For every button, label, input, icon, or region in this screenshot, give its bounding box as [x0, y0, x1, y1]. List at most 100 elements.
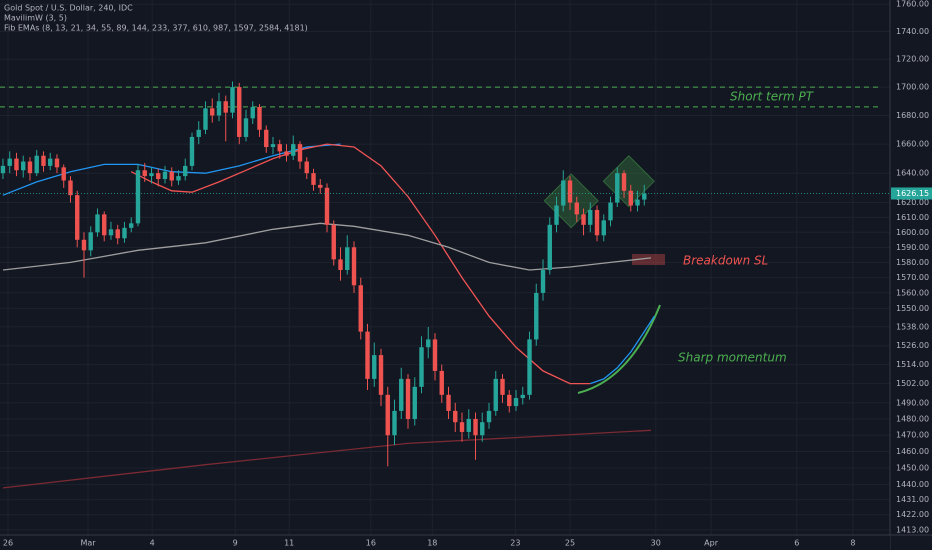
x-tick-label: 25 [565, 539, 575, 548]
candle-body [68, 180, 73, 196]
y-tick-label: 1460.00 [896, 447, 929, 456]
candle-body [54, 158, 60, 168]
candle-body [351, 247, 357, 286]
last-price-box [891, 187, 932, 200]
x-tick-label: 26 [3, 539, 13, 548]
candle-body [500, 378, 505, 395]
sl-zone [632, 254, 665, 265]
y-tick-label: 1580.00 [896, 258, 929, 267]
candle-body [0, 165, 6, 174]
candle-body [486, 410, 492, 423]
candle-body [466, 418, 471, 432]
candle-body [338, 259, 343, 271]
indicator-line [590, 315, 655, 385]
candle-body [473, 418, 478, 436]
candle-body [75, 195, 80, 240]
candle-body [7, 158, 12, 166]
candle-body [534, 292, 539, 340]
candle-body [169, 171, 174, 181]
y-tick-label: 1490.00 [896, 398, 929, 407]
indicator-line [2, 429, 652, 489]
candle-body [223, 101, 228, 113]
candle-body [156, 173, 161, 180]
x-tick-label: 23 [510, 539, 520, 548]
candle-body [203, 108, 208, 130]
candle-body [540, 270, 546, 293]
y-tick-label: 1526.00 [896, 341, 929, 350]
x-tick-label: 18 [427, 539, 437, 548]
chart-title: Gold Spot / U.S. Dollar, 240, IDC [4, 4, 133, 13]
candle-body [189, 136, 195, 166]
candle-body [507, 394, 512, 407]
y-tick-label: 1660.00 [896, 140, 929, 149]
annotation: Breakdown SL [683, 254, 768, 268]
indicator-label: MavilimW (3, 5) [4, 14, 67, 23]
indicator-line [130, 143, 591, 385]
candle-body [243, 118, 249, 137]
candle-body [122, 227, 127, 239]
candle-body [196, 129, 201, 137]
candle-body [142, 170, 147, 177]
candle-body [419, 347, 424, 387]
x-tick-label: 8 [850, 539, 855, 548]
candle-body [547, 224, 552, 271]
y-tick-label: 1514.00 [896, 360, 929, 369]
candle-body [284, 151, 289, 156]
candle-body [277, 144, 282, 152]
candle-body [331, 224, 336, 260]
y-tick-label: 1502.00 [896, 379, 929, 388]
candle-body [291, 144, 296, 156]
candle-body [210, 108, 215, 116]
candle-body [61, 167, 66, 181]
candle-body [446, 394, 451, 411]
candle-body [270, 144, 276, 148]
candle-body [520, 394, 525, 399]
candle-body [574, 202, 579, 215]
y-tick-label: 1422.00 [896, 510, 929, 519]
candle-body [459, 422, 465, 432]
y-tick-label: 1480.00 [896, 414, 929, 423]
x-tick-label: 9 [233, 539, 238, 548]
candle-body [27, 161, 33, 174]
plot [0, 81, 890, 489]
candle-body [453, 410, 458, 423]
candle-body [318, 184, 323, 188]
x-tick-label: 4 [150, 539, 155, 548]
candle-body [378, 355, 384, 395]
candle-body [324, 187, 330, 225]
candle-body [480, 422, 485, 436]
candle-body [385, 394, 390, 436]
candle-body [642, 193, 647, 200]
y-tick-label: 1431.00 [896, 495, 929, 504]
candle-body [264, 129, 269, 148]
y-tick-label: 1570.00 [896, 273, 929, 282]
candle-body [412, 386, 417, 419]
y-tick-label: 1700.00 [896, 83, 929, 92]
y-tick-label: 1680.00 [896, 111, 929, 120]
candle-body [615, 173, 620, 203]
candle-body [176, 176, 181, 181]
candle-body [14, 158, 19, 171]
candle-body [250, 106, 255, 119]
candle-body [297, 144, 303, 162]
last-price-label: 1626.15 [896, 189, 929, 198]
candle-body [601, 220, 606, 236]
axes: 1760.00 1740.00 1720.00 1700.00 1680.00 1660.… [3, 0, 932, 548]
candle-body [311, 173, 316, 185]
candle-body [216, 101, 222, 116]
candle-body [115, 229, 120, 239]
candle-body [439, 370, 444, 395]
candle-body [237, 87, 242, 137]
candle-body [183, 165, 188, 177]
candle-body [81, 239, 87, 251]
candle-body [149, 173, 154, 177]
x-tick-label: 6 [794, 539, 799, 548]
candle-body [257, 106, 262, 130]
y-tick-label: 1560.00 [896, 288, 929, 297]
y-tick-label: 1600.00 [896, 228, 929, 237]
y-tick-label: 1640.00 [896, 169, 929, 178]
y-tick-label: 1550.00 [896, 304, 929, 313]
y-tick-label: 1450.00 [896, 464, 929, 473]
